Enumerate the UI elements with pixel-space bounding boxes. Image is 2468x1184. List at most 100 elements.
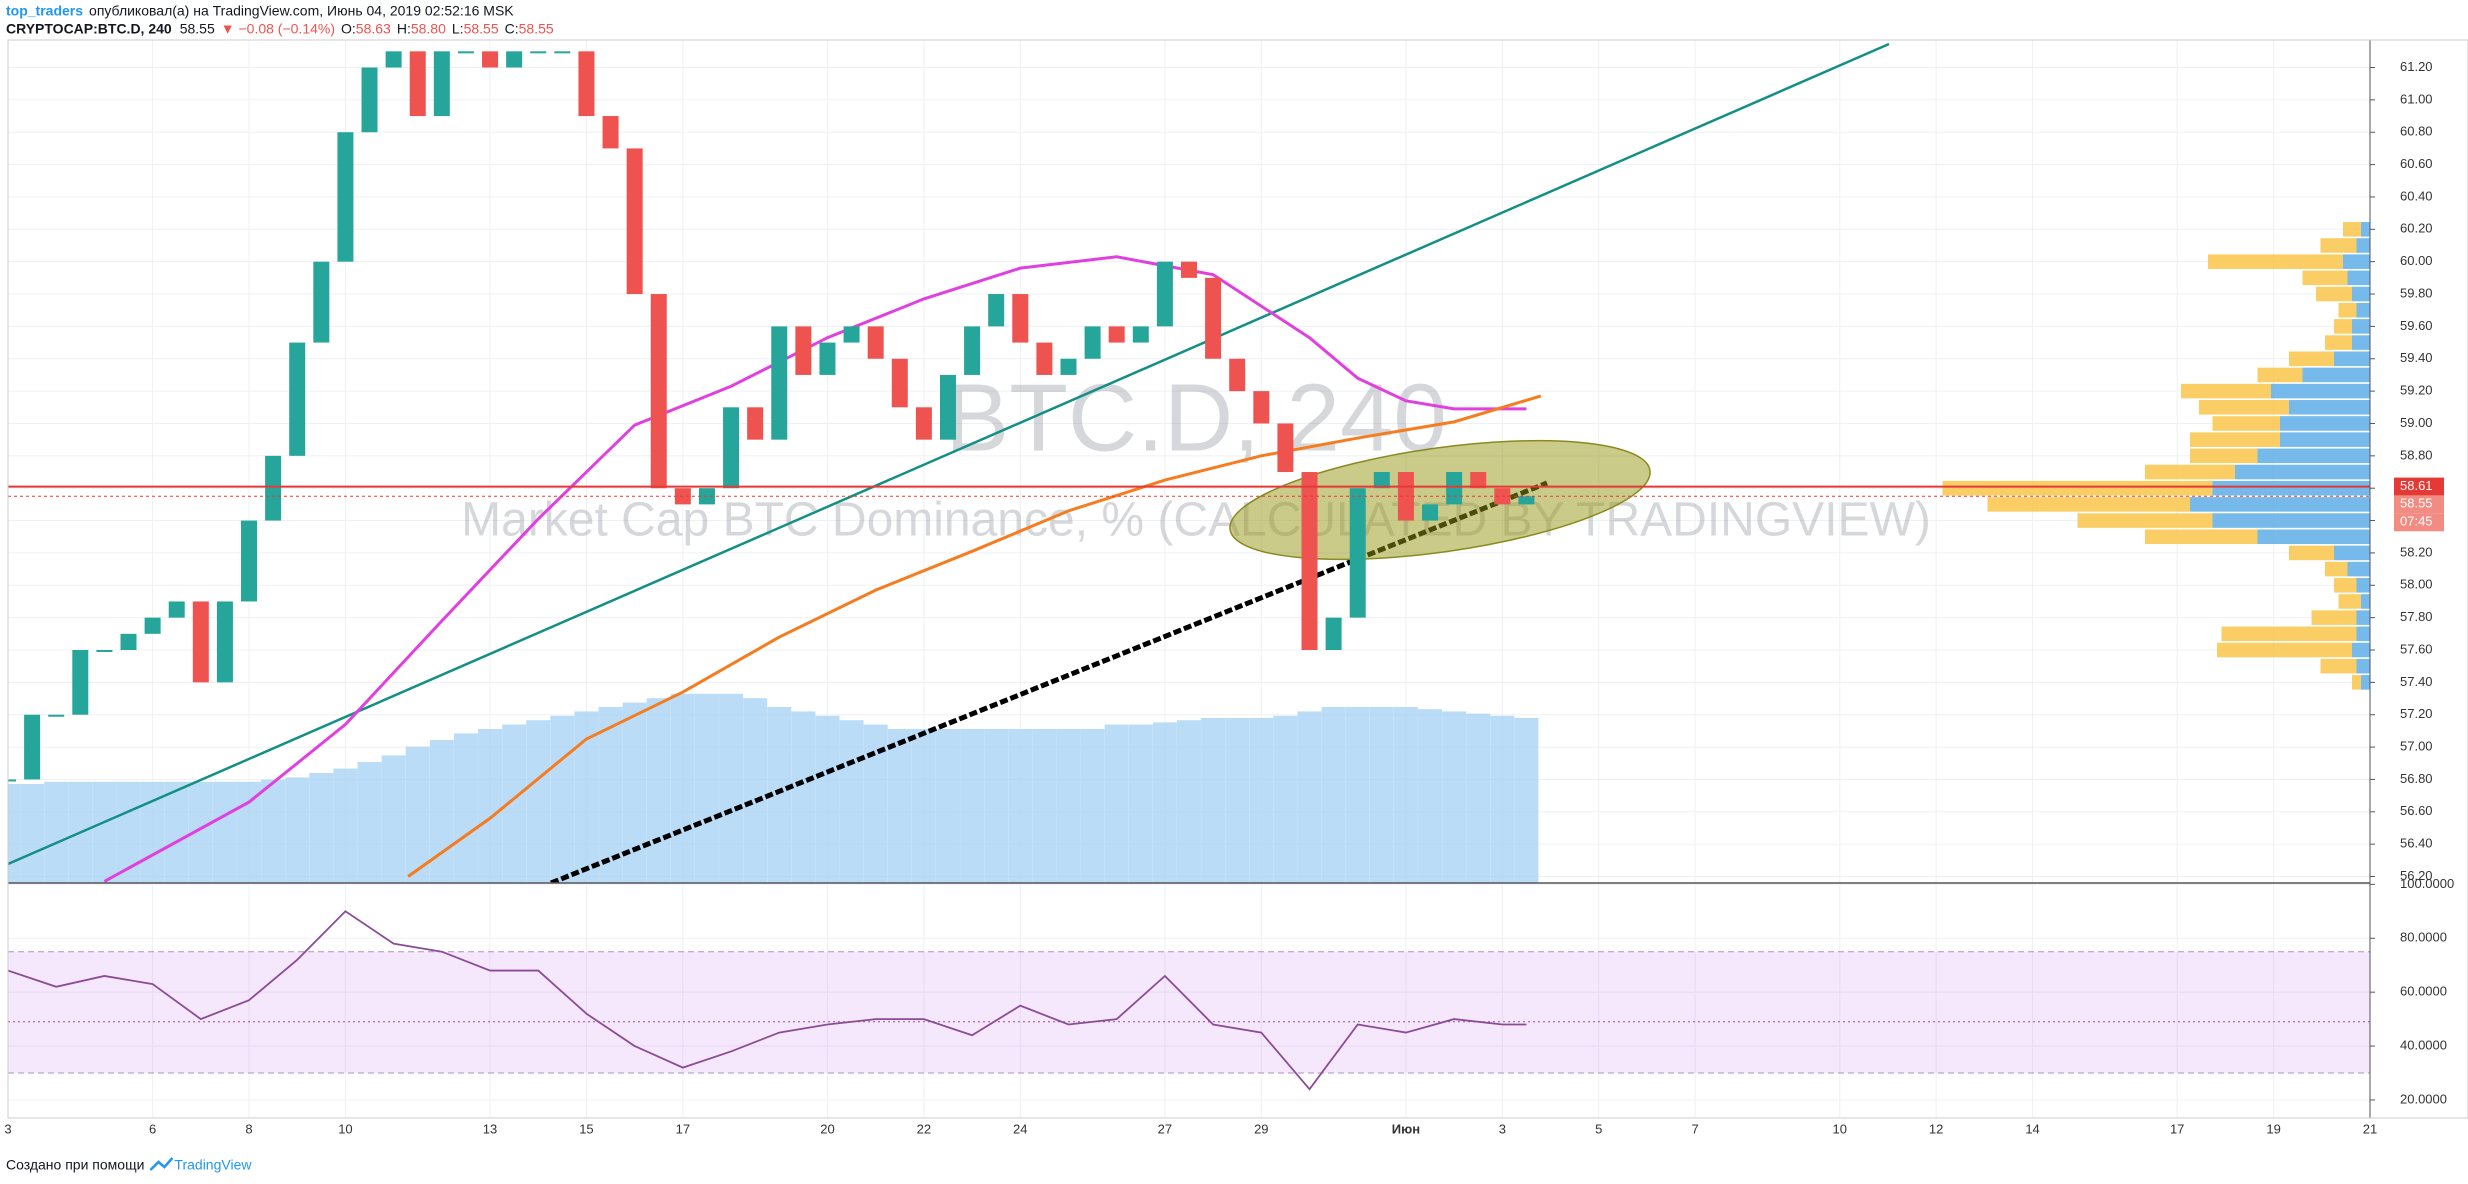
profile-bar [2077,513,2213,528]
y-tick-label: 57.20 [2400,706,2433,721]
candle [1397,472,1414,521]
volume-bar [478,729,503,883]
x-tick-label: 19 [2266,1121,2280,1136]
volume-bar [1249,718,1274,883]
x-tick-label: 27 [1158,1121,1172,1136]
volume-bar [1080,729,1105,883]
candle [915,407,932,440]
x-tick-label: 3 [4,1121,11,1136]
volume-bar [212,781,237,883]
profile-bar [2334,545,2370,561]
y-tick-label: 60.20 [2400,221,2433,236]
candle [96,650,113,653]
volume [8,693,1539,883]
volume-bar [694,693,719,883]
moving-average [407,394,1542,878]
candle [795,326,812,375]
profile-bar [2352,319,2370,334]
candle [241,520,258,602]
profile-bar [2347,270,2370,286]
profile-bar [2361,594,2370,609]
volume-bar [1225,718,1250,883]
candle [506,51,523,68]
volume-bar [1345,707,1370,883]
volume-bar [285,777,310,883]
countdown-box [2394,513,2444,532]
profile-bar [2356,626,2370,642]
volume-profile [1942,222,2370,690]
volume-bar [622,702,647,883]
candles [8,51,1535,782]
candle [939,374,956,440]
volume-bar [116,781,141,883]
y-tick-label: 57.80 [2400,609,2433,624]
y-tick-label: 61.20 [2400,59,2433,74]
y-tick-label: 61.00 [2400,91,2433,106]
symbol: CRYPTOCAP:BTC.D, 240 [6,21,172,37]
volume-bar [237,781,262,883]
profile-bar [2289,545,2334,561]
y-tick-label: 60.0000 [2400,984,2447,999]
volume-bar [839,720,864,883]
candle [771,326,788,440]
volume-bar [1369,707,1394,883]
candle [1012,294,1029,343]
profile-bar [2325,335,2352,350]
ohlc-value: 58.63 [356,21,391,37]
ohlc-value: 58.55 [464,21,499,37]
candle [120,633,137,651]
volume-bar [719,693,744,883]
profile-bar [2356,610,2370,625]
candle [1132,326,1149,343]
profile-bar [2356,658,2370,674]
profile-bar [2271,383,2370,399]
candle [385,51,402,68]
x-tick-label: 17 [676,1121,690,1136]
candle [867,326,884,359]
candle [265,455,282,521]
candle [48,714,65,717]
x-tick-label: 12 [1929,1121,1943,1136]
candle [819,342,836,375]
y-tick-label: 59.40 [2400,350,2433,365]
volume-bar [1418,709,1443,883]
y-tick-label: 60.60 [2400,156,2433,171]
volume-bar [333,768,358,883]
candle [1156,261,1173,327]
profile-bar [2181,383,2271,399]
candle [1301,472,1318,651]
profile-bar [2212,513,2370,528]
x-tick-label: 14 [2025,1121,2039,1136]
volume-bar [261,779,286,883]
x-tick-label: 22 [917,1121,931,1136]
volume-bar [1442,711,1467,883]
profile-bar [2356,302,2370,318]
candle [8,779,16,782]
candle [891,358,908,408]
volume-bar [44,781,69,883]
profile-bar [2356,238,2370,253]
candle [168,601,185,618]
candle [626,148,643,295]
brand-logo [149,1157,174,1171]
volume-bar [453,733,478,883]
y-tick-label: 20.0000 [2400,1091,2447,1106]
profile-bar [2334,351,2370,367]
profile-bar [2334,577,2357,593]
profile-bar [2221,626,2357,642]
price-label: 58.61 [2400,478,2433,493]
y-tick-label: 59.80 [2400,285,2433,300]
profile-bar [2235,464,2370,480]
x-tick-label: 29 [1254,1121,1268,1136]
price-label-box [2394,495,2444,514]
volume-bar [550,715,575,883]
candle [578,51,595,117]
volume-bar [309,773,334,883]
candle [1205,277,1222,359]
volume-bar [405,746,430,883]
footer-brand[interactable]: TradingView [174,1157,252,1173]
candle [1036,342,1053,375]
volume-bar [815,715,840,883]
candle [433,51,450,117]
